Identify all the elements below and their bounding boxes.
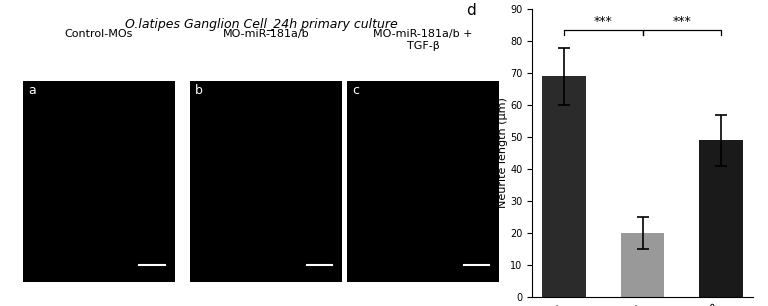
Text: d: d (466, 3, 476, 18)
Y-axis label: Neurite length (μm): Neurite length (μm) (498, 98, 508, 208)
Text: ***: *** (673, 15, 691, 28)
Text: Control-MOs: Control-MOs (65, 29, 133, 39)
Text: c: c (353, 84, 359, 97)
Bar (621, 233, 664, 297)
Bar (700, 140, 743, 297)
Text: O.latipes Ganglion Cell_24h primary culture: O.latipes Ganglion Cell_24h primary cult… (124, 18, 397, 31)
FancyBboxPatch shape (190, 81, 342, 282)
FancyBboxPatch shape (347, 81, 499, 282)
Text: MO-miR-181a/b +
TGF-β: MO-miR-181a/b + TGF-β (373, 29, 473, 51)
Text: a: a (28, 84, 35, 97)
Bar (542, 76, 585, 297)
Text: ***: *** (594, 15, 613, 28)
Text: MO-miR-181a/b: MO-miR-181a/b (223, 29, 310, 39)
Text: b: b (195, 84, 203, 97)
FancyBboxPatch shape (23, 81, 175, 282)
